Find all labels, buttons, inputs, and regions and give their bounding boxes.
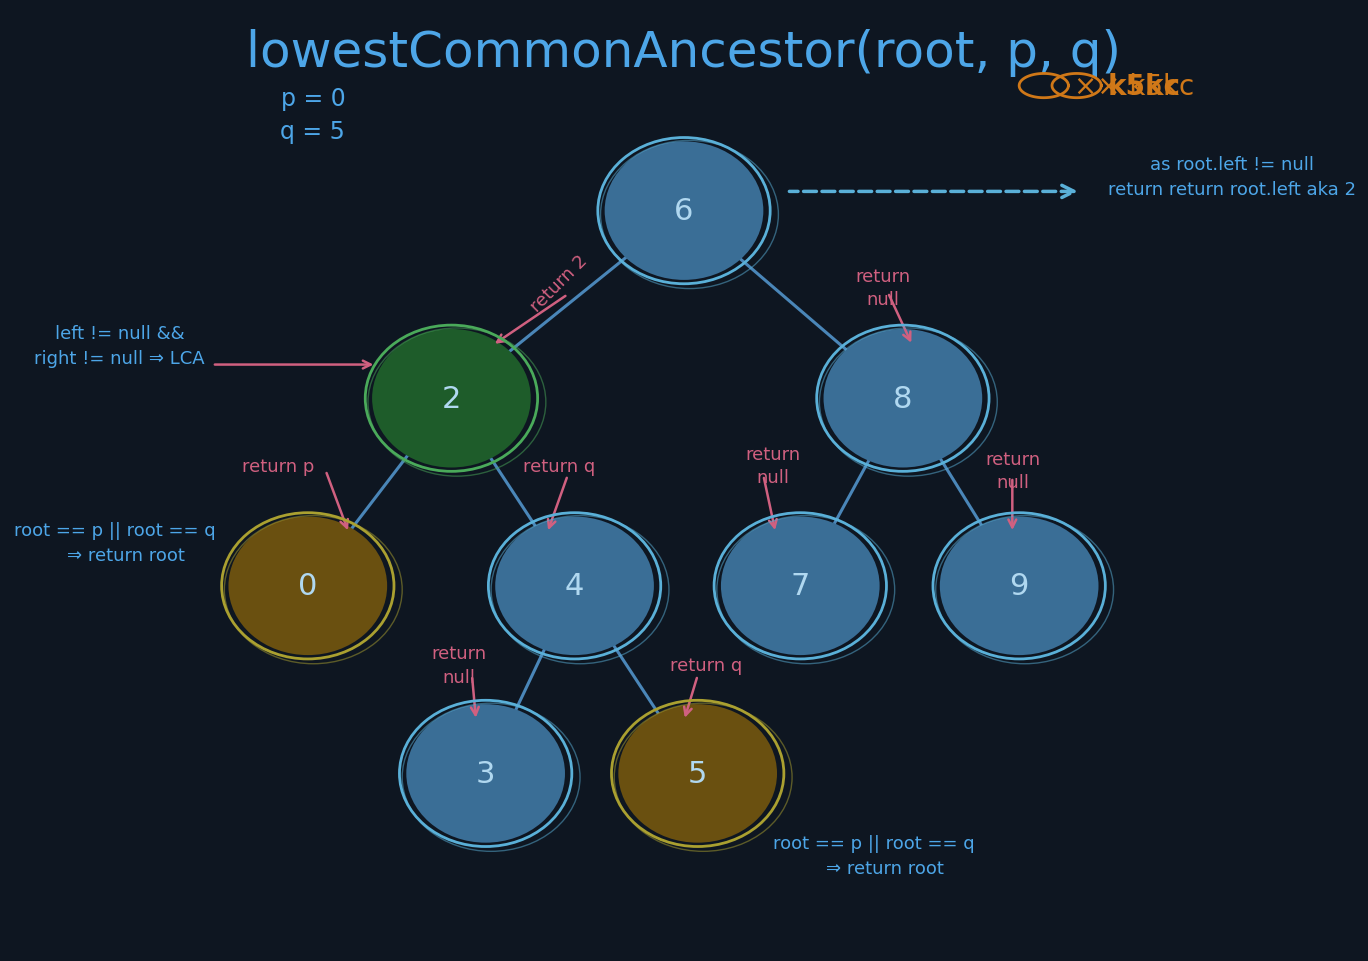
Text: k5kc: k5kc [1108, 72, 1181, 101]
Ellipse shape [228, 517, 387, 655]
Text: 7: 7 [791, 572, 810, 601]
Ellipse shape [940, 517, 1099, 655]
Text: 6: 6 [674, 197, 694, 226]
Text: root == p || root == q
    ⇒ return root: root == p || root == q ⇒ return root [14, 522, 215, 564]
Text: return 2: return 2 [527, 252, 591, 315]
Text: 4: 4 [565, 572, 584, 601]
Text: left != null &&
right != null ⇒ LCA: left != null && right != null ⇒ LCA [34, 325, 205, 367]
Ellipse shape [495, 517, 654, 655]
Ellipse shape [618, 704, 777, 843]
Text: return
null: return null [431, 644, 486, 686]
Ellipse shape [406, 704, 565, 843]
Text: as root.left != null
return return root.left aka 2: as root.left != null return return root.… [1108, 157, 1356, 199]
Text: return p: return p [242, 457, 315, 475]
Text: 2: 2 [442, 384, 461, 413]
Text: return
null: return null [855, 267, 910, 309]
Text: 3: 3 [476, 759, 495, 788]
Ellipse shape [824, 330, 982, 468]
Text: return q: return q [670, 656, 743, 674]
Ellipse shape [721, 517, 880, 655]
Text: p = 0
q = 5: p = 0 q = 5 [280, 86, 345, 144]
Text: return q: return q [523, 457, 595, 475]
Ellipse shape [605, 142, 763, 281]
Text: return
null: return null [985, 450, 1040, 492]
Text: 5: 5 [688, 759, 707, 788]
Text: 0: 0 [298, 572, 317, 601]
Text: 9: 9 [1010, 572, 1029, 601]
Text: return
null: return null [746, 445, 800, 487]
Text: ×× k5kc: ×× k5kc [1074, 72, 1194, 101]
Text: 8: 8 [893, 384, 912, 413]
Ellipse shape [372, 330, 531, 468]
Text: root == p || root == q
    ⇒ return root: root == p || root == q ⇒ return root [773, 834, 974, 876]
Text: lowestCommonAncestor(root, p, q): lowestCommonAncestor(root, p, q) [246, 29, 1122, 77]
